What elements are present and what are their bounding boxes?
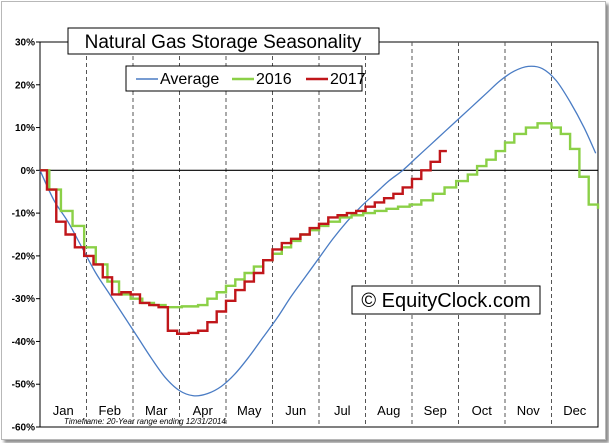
x-tick-label-aug: Aug <box>377 403 400 418</box>
x-tick-label-feb: Feb <box>99 403 121 418</box>
x-tick-label-mar: Mar <box>145 403 168 418</box>
x-tick-label-jan: Jan <box>53 403 74 418</box>
x-tick-label-sep: Sep <box>424 403 447 418</box>
seasonality-chart: 30% 20% 10% 0% -10% -20% -30% -40% -50% -60% Jan F… <box>12 27 600 434</box>
x-axis: Jan Feb Mar Apr May Jun Jul Aug Sep Oct Nov Dec <box>53 403 587 418</box>
y-tick-label: -50% <box>12 380 35 391</box>
y-tick-label: -30% <box>12 294 35 305</box>
vertical-gridlines <box>86 42 552 427</box>
y-tick-label: -20% <box>12 251 35 262</box>
y-tick-label: -40% <box>12 337 35 348</box>
watermark: © EquityClock.com <box>361 290 530 312</box>
chart-title: Natural Gas Storage Seasonality <box>85 32 362 53</box>
legend: Average 2016 2017 <box>125 65 366 92</box>
y-tick-label: 0% <box>21 166 36 177</box>
timeframe-footnote: Timeframe: 20-Year range ending 12/31/20… <box>64 417 226 426</box>
x-tick-label-oct: Oct <box>472 403 493 418</box>
x-tick-label-may: May <box>237 403 262 418</box>
x-tick-label-apr: Apr <box>193 403 214 418</box>
legend-label-2017: 2017 <box>330 71 366 88</box>
legend-label-2016: 2016 <box>256 71 292 88</box>
watermark-box: © EquityClock.com <box>351 285 541 315</box>
x-tick-label-dec: Dec <box>563 403 587 418</box>
y-tick-label: 10% <box>15 123 35 134</box>
series-line-average <box>39 65 597 397</box>
x-tick-label-jun: Jun <box>285 403 306 418</box>
y-tick-label: 30% <box>15 38 35 49</box>
y-tick-label: 20% <box>15 80 35 91</box>
legend-label-average: Average <box>160 71 219 88</box>
series-lines <box>39 65 600 397</box>
x-tick-label-nov: Nov <box>517 403 541 418</box>
y-axis: 30% 20% 10% 0% -10% -20% -30% -40% -50% -60% <box>12 38 40 434</box>
y-tick-label: -60% <box>12 423 35 434</box>
series-line-2017 <box>40 149 447 335</box>
x-tick-label-jul: Jul <box>334 403 351 418</box>
chart-title-box: Natural Gas Storage Seasonality <box>67 27 380 55</box>
y-tick-label: -10% <box>12 209 35 220</box>
